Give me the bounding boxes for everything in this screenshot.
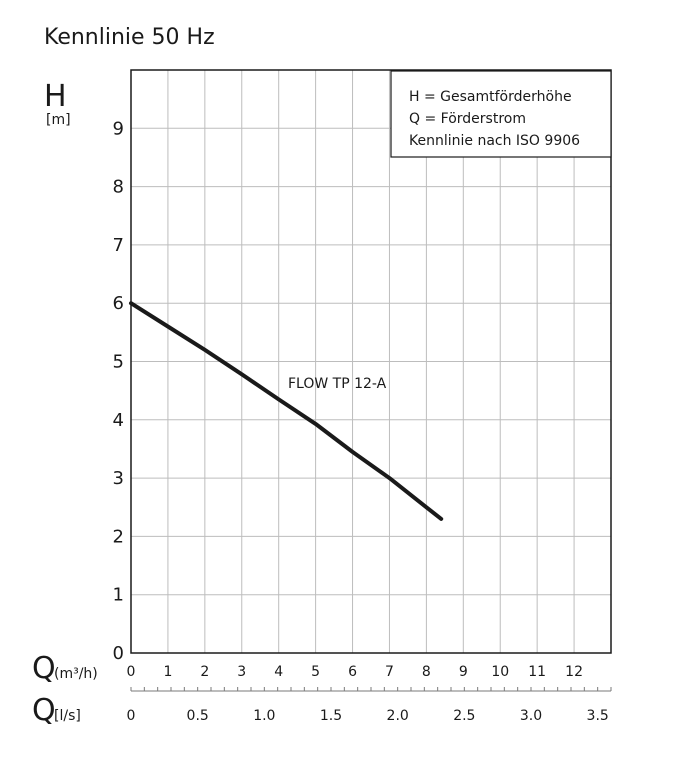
secondary-x-axis-symbol: Q bbox=[32, 693, 56, 728]
plot-frame bbox=[130, 69, 612, 654]
series-line-flow-tp-12-a bbox=[129, 301, 444, 521]
x-tick-label: 2 bbox=[200, 664, 209, 680]
x-tick-label: 4 bbox=[274, 664, 283, 680]
secondary-x-tick-label: 0 bbox=[127, 708, 136, 724]
y-axis-unit: [m] bbox=[46, 112, 71, 128]
chart-title: Kennlinie 50 Hz bbox=[44, 25, 215, 50]
secondary-x-tick-label: 2.0 bbox=[387, 708, 409, 724]
x-tick-label: 6 bbox=[348, 664, 357, 680]
y-tick-labels: 0 1 2 3 4 5 6 7 8 9 bbox=[113, 118, 124, 664]
x-tick-label: 12 bbox=[565, 664, 583, 680]
secondary-x-tick-label: 2.5 bbox=[453, 708, 475, 724]
y-tick-label: 5 bbox=[113, 352, 124, 373]
secondary-x-tick-labels: 0 0.5 1.0 1.5 2.0 2.5 3.0 3.5 bbox=[127, 708, 609, 724]
secondary-x-axis-unit: [l/s] bbox=[54, 708, 81, 724]
y-tick-label: 4 bbox=[113, 410, 124, 431]
x-axis-unit: (m³/h) bbox=[54, 666, 98, 682]
y-tick-label: 2 bbox=[113, 526, 124, 547]
secondary-x-tick-label: 0.5 bbox=[187, 708, 209, 724]
x-tick-label: 8 bbox=[422, 664, 431, 680]
y-tick-label: 9 bbox=[113, 118, 124, 139]
secondary-x-tick-label: 1.0 bbox=[253, 708, 275, 724]
legend-box bbox=[390, 70, 612, 158]
y-tick-label: 6 bbox=[113, 293, 124, 314]
secondary-x-tick-marks bbox=[130, 687, 612, 691]
legend-line-2: Q = Förderstrom bbox=[409, 111, 526, 127]
y-tick-label: 1 bbox=[113, 585, 124, 606]
secondary-x-tick-label: 3.5 bbox=[587, 708, 609, 724]
y-tick-label: 8 bbox=[113, 177, 124, 198]
legend: H = Gesamtförderhöhe Q = Förderstrom Ken… bbox=[390, 70, 612, 158]
y-axis-symbol: H bbox=[44, 79, 67, 114]
secondary-x-tick-label: 1.5 bbox=[320, 708, 342, 724]
x-tick-label: 9 bbox=[459, 664, 468, 680]
legend-line-3: Kennlinie nach ISO 9906 bbox=[409, 133, 580, 149]
y-tick-label: 3 bbox=[113, 468, 124, 489]
x-tick-label: 5 bbox=[311, 664, 320, 680]
legend-line-1: H = Gesamtförderhöhe bbox=[409, 89, 572, 105]
x-tick-labels: 0 1 2 3 4 5 6 7 8 9 10 11 12 bbox=[127, 664, 583, 680]
x-tick-label: 7 bbox=[385, 664, 394, 680]
secondary-x-tick-label: 3.0 bbox=[520, 708, 542, 724]
x-axis-symbol: Q bbox=[32, 651, 56, 686]
x-tick-label: 1 bbox=[163, 664, 172, 680]
x-tick-label: 0 bbox=[127, 664, 136, 680]
x-tick-label: 3 bbox=[237, 664, 246, 680]
grid bbox=[131, 70, 611, 653]
y-tick-label: 0 bbox=[113, 643, 124, 664]
x-tick-label: 11 bbox=[528, 664, 546, 680]
series-label: FLOW TP 12-A bbox=[288, 376, 387, 392]
y-tick-label: 7 bbox=[113, 235, 124, 256]
x-tick-label: 10 bbox=[491, 664, 509, 680]
